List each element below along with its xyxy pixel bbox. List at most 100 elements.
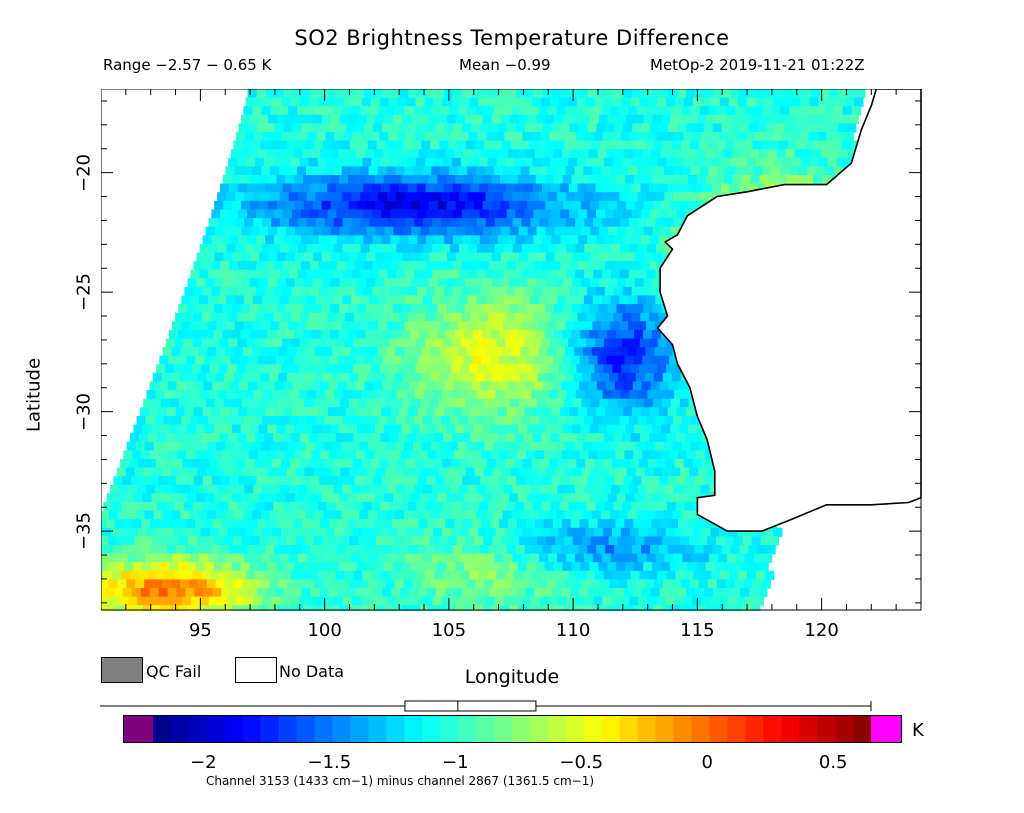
swath-cell [104,545,114,555]
swath-cell [488,183,498,193]
swath-cell [152,536,162,546]
swath-cell [507,381,517,391]
swath-cell [356,450,366,460]
swath-cell [523,338,533,348]
swath-cell [276,114,287,124]
swath-cell [371,502,382,512]
swath-cell [470,183,480,193]
swath-cell [594,97,605,107]
swath-cell [598,329,608,340]
swath-cell [575,269,585,279]
swath-cell [228,570,238,580]
swath-cell [627,372,637,383]
swath-cell [641,545,651,555]
swath-cell [251,579,261,589]
swath-cell [486,596,496,606]
swath-cell [126,441,137,451]
swath-cell [317,570,328,580]
swath-cell [494,553,504,563]
swath-cell [548,415,558,426]
swath-cell [324,553,334,563]
swath-cell [235,415,245,426]
swath-cell [162,441,172,451]
swath-cell [390,286,400,297]
swath-cell [194,381,204,391]
swath-cell [515,235,526,245]
swath-cell [741,175,752,185]
swath-cell [336,545,347,555]
swath-cell [357,200,367,210]
swath-cell [585,97,596,107]
swath-cell [460,459,470,469]
swath-cell [277,252,287,262]
swath-cell [531,364,542,374]
swath-cell [433,364,443,374]
swath-cell [256,286,266,297]
swath-cell [566,596,577,606]
swath-cell [707,467,717,477]
swath-cell [419,329,429,340]
swath-cell [613,312,623,322]
swath-cell [639,570,650,580]
swath-cell [606,149,617,159]
swath-cell [663,347,673,357]
swath-cell [267,200,278,210]
swath-cell [551,209,561,219]
swath-cell [821,149,831,159]
swath-cell [619,192,630,202]
swath-cell [460,364,470,374]
swath-cell [254,459,264,469]
swath-cell [587,407,597,417]
swath-cell [500,252,511,262]
swath-cell [627,579,637,589]
swath-cell [352,132,362,142]
swath-cell [832,140,843,150]
swath-cell [845,97,855,107]
swath-cell [375,304,385,314]
swath-cell [257,149,268,159]
swath-cell [612,364,622,374]
swath-cell [149,545,159,555]
swath-cell [664,553,674,563]
swath-cell [228,312,239,322]
swath-cell [306,243,317,254]
swath-cell [291,502,301,512]
swath-cell [757,123,767,133]
swath-cell [541,433,551,443]
swath-cell [516,588,526,598]
swath-cell [133,562,143,572]
swath-cell [413,321,423,331]
swath-cell [104,588,115,598]
swath-cell [426,261,436,271]
swath-cell [755,527,765,537]
swath-cell [350,510,360,520]
swath-cell [234,347,244,357]
y-tick-label: −35 [73,512,95,551]
swath-cell [655,243,666,254]
swath-cell [565,347,575,357]
swath-cell [373,588,383,598]
swath-cell [382,355,393,365]
swath-cell [384,493,394,503]
swath-cell [161,536,171,546]
swath-cell [176,381,186,391]
swath-cell [378,218,388,228]
swath-cell [533,407,543,417]
swath-cell [331,398,341,408]
swath-cell [381,209,391,219]
swath-cell [536,200,546,210]
swath-cell [165,570,175,580]
swath-cell [568,338,578,348]
swath-cell [403,140,413,150]
colorbar-step [799,715,818,743]
swath-cell [617,398,627,408]
swath-cell [567,132,577,142]
swath-cell [448,579,458,589]
swath-cell [253,243,263,254]
swath-cell [543,588,553,598]
swath-cell [621,570,632,580]
swath-cell [540,132,550,142]
swath-cell [426,209,436,219]
swath-cell [488,502,498,512]
swath-cell [375,398,386,408]
